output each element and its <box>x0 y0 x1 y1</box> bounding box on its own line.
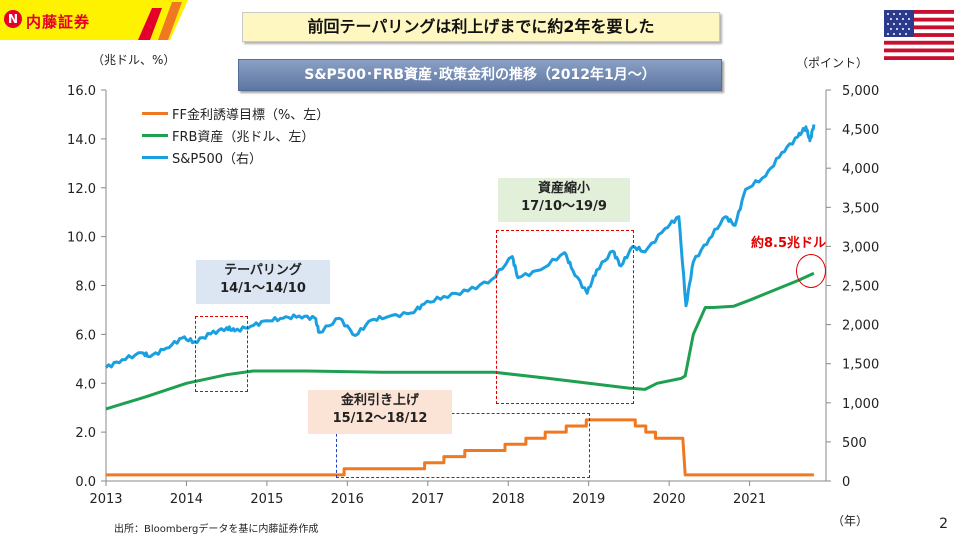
y-left-tick-label: 2.0 <box>75 426 96 441</box>
rate-hike-period-box <box>336 413 590 478</box>
tapering-label: テーパリング 14/1～14/10 <box>196 260 330 304</box>
y-right-tick-label: 1,000 <box>842 397 879 412</box>
frb-assets-note: 約8.5兆ドル <box>751 236 827 251</box>
y-left-tick-label: 8.0 <box>75 280 96 295</box>
frb-assets-highlight-circle <box>796 254 826 288</box>
y-left-tick-label: 12.0 <box>67 182 96 197</box>
y-right-tick-label: 2,000 <box>842 319 879 334</box>
y-left-tick-label: 0.0 <box>75 475 96 490</box>
rate-hike-label: 金利引き上げ 15/12～18/12 <box>308 390 452 434</box>
y-right-tick-label: 3,000 <box>842 240 879 255</box>
x-tick-label: 2020 <box>653 492 686 507</box>
y-right-tick-label: 4,000 <box>842 162 879 177</box>
legend-swatch-sp500 <box>142 155 168 159</box>
qt-period-box <box>496 230 634 404</box>
legend-item-ff: FF金利誘導目標（%、左） <box>142 102 329 124</box>
legend-item-sp500: S&P500（右） <box>142 146 329 168</box>
tapering-label-title: テーパリング <box>224 263 302 278</box>
brand-logo: N 内藤証券 <box>0 0 188 44</box>
x-tick-label: 2019 <box>572 492 605 507</box>
source-note: 出所：Bloombergデータを基に内藤証券作成 <box>114 524 319 535</box>
x-tick-label: 2021 <box>733 492 766 507</box>
legend-swatch-ff <box>142 111 168 115</box>
y-left-tick-label: 16.0 <box>67 84 96 99</box>
y-right-tick-label: 500 <box>842 436 867 451</box>
y-right-tick-label: 4,500 <box>842 123 879 138</box>
qt-label-title: 資産縮小 <box>537 181 590 196</box>
legend-label-sp500: S&P500（右） <box>172 151 263 167</box>
x-tick-label: 2016 <box>331 492 364 507</box>
x-axis-unit: （年） <box>832 514 869 528</box>
y-right-tick-label: 0 <box>842 475 850 490</box>
y-right-tick-label: 3,500 <box>842 201 879 216</box>
right-axis-unit: （ポイント） <box>796 56 869 70</box>
y-right-tick-label: 1,500 <box>842 358 879 373</box>
x-tick-label: 2018 <box>492 492 525 507</box>
page-number: 2 <box>939 516 948 532</box>
chart-axes: 0.0 2.0 4.0 6.0 8.0 10.0 12.0 14.0 16.0 0 500 1,000… <box>67 84 879 507</box>
brand-name: 内藤証券 <box>26 13 91 31</box>
logo-mark-icon: N <box>4 10 22 28</box>
legend-label-ff: FF金利誘導目標（%、左） <box>172 107 330 123</box>
rate-hike-label-title: 金利引き上げ <box>340 393 419 408</box>
y-left-tick-label: 4.0 <box>75 377 96 392</box>
x-tick-label: 2013 <box>89 492 122 507</box>
ff-rate-line <box>106 418 814 477</box>
legend-item-frb: FRB資産（兆ドル、左） <box>142 124 329 146</box>
us-flag-icon <box>884 10 954 60</box>
chart-legend: FF金利誘導目標（%、左） FRB資産（兆ドル、左） S&P500（右） <box>142 102 329 168</box>
chart-series <box>104 124 816 477</box>
legend-label-frb: FRB資産（兆ドル、左） <box>172 129 315 145</box>
qt-label-period: 17/10～19/9 <box>521 199 607 214</box>
y-left-tick-label: 14.0 <box>67 133 96 148</box>
tapering-period-box <box>195 316 248 392</box>
y-right-tick-label: 2,500 <box>842 280 879 295</box>
y-left-tick-label: 10.0 <box>67 231 96 246</box>
y-right-tick-label: 5,000 <box>842 84 879 99</box>
x-tick-label: 2017 <box>411 492 444 507</box>
page-title: 前回テーパリングは利上げまでに約2年を要した <box>242 12 720 42</box>
y-left-tick-label: 6.0 <box>75 328 96 343</box>
x-tick-label: 2015 <box>250 492 283 507</box>
left-axis-unit: （兆ドル、%） <box>92 53 176 67</box>
rate-hike-label-period: 15/12～18/12 <box>332 411 428 426</box>
legend-swatch-frb <box>142 133 168 137</box>
logo-background <box>0 0 132 40</box>
logo-slash-icon <box>132 0 188 40</box>
frb-assets-line <box>105 271 815 411</box>
qt-label: 資産縮小 17/10～19/9 <box>498 178 630 222</box>
tapering-label-period: 14/1～14/10 <box>220 281 306 296</box>
sp500-line <box>104 124 816 369</box>
x-tick-label: 2014 <box>170 492 203 507</box>
chart-subtitle: S&P500･FRB資産･政策金利の推移（2012年1月～） <box>238 59 722 91</box>
